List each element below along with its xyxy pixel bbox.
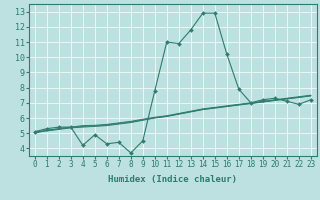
X-axis label: Humidex (Indice chaleur): Humidex (Indice chaleur): [108, 175, 237, 184]
